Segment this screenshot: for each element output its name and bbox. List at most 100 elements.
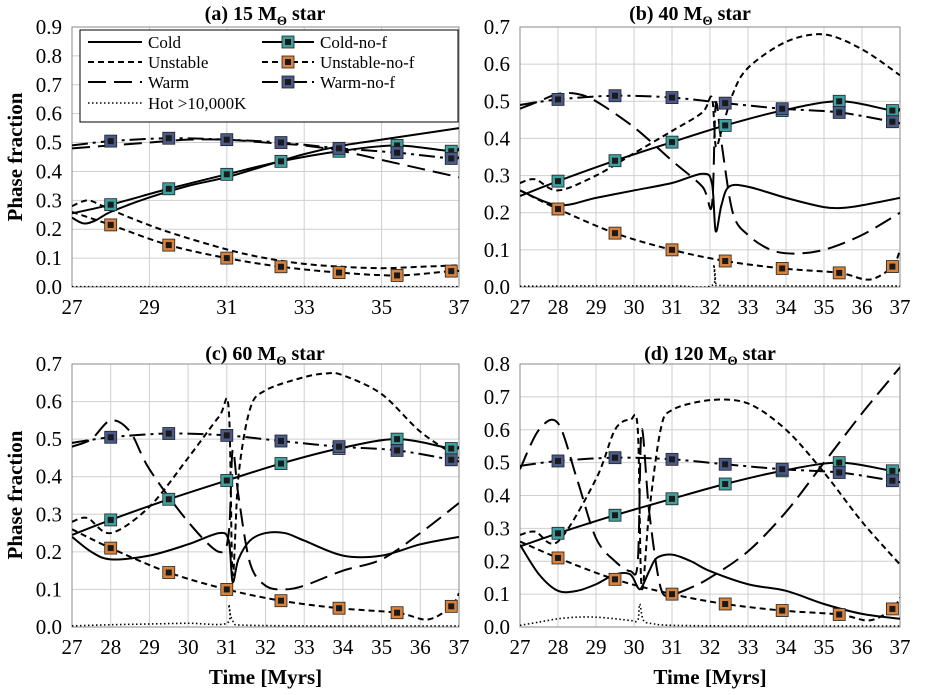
series-hot-10-000k — [520, 603, 900, 627]
series-cold — [72, 531, 459, 584]
series-unstable-no-f — [520, 540, 900, 622]
x-tick-label: 30 — [624, 295, 645, 319]
series-line — [520, 540, 900, 622]
series-line — [520, 91, 900, 255]
y-axis-label: Phase fraction — [3, 430, 27, 559]
x-tick-label: 34 — [776, 635, 798, 659]
data-point-marker-core — [555, 554, 561, 561]
y-tick-label: 0.2 — [484, 549, 510, 573]
legend-label: Hot >10,000K — [148, 94, 247, 113]
x-axis-label: Time [Myrs] — [209, 665, 322, 689]
series-warm-no-f — [520, 451, 900, 488]
data-point-marker-core — [336, 605, 343, 612]
data-point-marker-core — [555, 178, 561, 185]
data-point-marker-core — [555, 457, 561, 464]
data-point-marker-core — [336, 443, 343, 450]
y-tick-label: 0.4 — [484, 126, 511, 150]
data-point-marker-core — [889, 118, 896, 125]
x-tick-label: 31 — [216, 635, 237, 659]
x-tick-label: 37 — [449, 635, 470, 659]
data-point-marker-core — [165, 496, 172, 503]
data-point-marker-core — [394, 447, 401, 454]
y-tick-label: 0.4 — [36, 465, 63, 489]
x-tick-label: 29 — [586, 635, 607, 659]
series-cold-no-f — [520, 94, 900, 197]
data-point-marker-core — [336, 145, 343, 152]
series-line — [72, 371, 459, 577]
data-point-marker-core — [669, 94, 675, 101]
grid — [71, 363, 460, 628]
data-point-marker-core — [669, 246, 675, 253]
data-point-marker-core — [165, 135, 172, 142]
series-line — [72, 531, 459, 584]
series-warm — [72, 138, 459, 179]
data-point-marker-core — [612, 92, 618, 99]
y-tick-label: 0.0 — [36, 275, 62, 299]
data-point-marker-core — [555, 96, 561, 103]
data-point-marker-core — [107, 138, 114, 145]
y-tick-label: 0.2 — [484, 201, 510, 225]
x-tick-label: 36 — [852, 295, 873, 319]
series-unstable-no-f — [72, 210, 459, 282]
x-tick-label: 32 — [700, 295, 721, 319]
series-cold — [520, 544, 900, 620]
y-tick-label: 0.3 — [484, 164, 510, 188]
legend-label: Warm-no-f — [320, 73, 395, 92]
series-cold — [520, 172, 900, 233]
series-warm — [520, 366, 900, 597]
series-warm-no-f — [520, 89, 900, 129]
data-point-marker-core — [448, 445, 455, 452]
series-line — [72, 528, 459, 621]
series-cold-no-f — [72, 432, 459, 536]
y-tick-label: 0.3 — [36, 502, 62, 526]
data-point-marker-core — [836, 109, 843, 116]
x-tick-label: 32 — [700, 635, 721, 659]
data-point-marker-core — [448, 148, 455, 155]
data-point-marker-core — [669, 456, 675, 463]
data-point-marker-core — [889, 605, 896, 612]
data-point-marker-core — [612, 157, 618, 164]
data-point-marker-core — [836, 611, 843, 618]
data-point-marker-core — [669, 495, 675, 502]
data-point-marker-core — [277, 139, 284, 146]
panel-c: 0.0 0.1 0.2 0.3 0.4 0.5 0.6 0.7 27 28 29 30 31 32 33 34… — [3, 343, 470, 689]
data-point-marker-core — [394, 272, 401, 279]
y-tick-label: 0.4 — [484, 484, 511, 508]
x-tick-label: 33 — [738, 635, 759, 659]
series-hot-10-000k — [72, 603, 459, 627]
plot-frame — [519, 363, 901, 628]
x-axis-label: Time [Myrs] — [653, 665, 766, 689]
panel-title: (b) 40 MΘ star — [629, 3, 751, 28]
panel-b: 0.0 0.1 0.2 0.3 0.4 0.5 0.6 0.7 27 28 29 30 31 32 33 34… — [484, 3, 911, 319]
x-tick-label: 35 — [814, 635, 835, 659]
data-point-marker-core — [277, 438, 284, 445]
data-point-marker-core — [836, 98, 843, 105]
data-point-marker-core — [448, 456, 455, 463]
series-line — [520, 189, 900, 281]
data-point-marker-core — [722, 100, 729, 107]
legend-entry: Unstable — [88, 53, 208, 72]
legend-entry: Unstable-no-f — [262, 53, 415, 72]
series-unstable — [72, 199, 459, 270]
legend-entry: Hot >10,000K — [88, 94, 247, 113]
x-tick-label: 35 — [371, 295, 392, 319]
x-tick-label: 35 — [814, 295, 835, 319]
x-tick-label: 28 — [548, 635, 569, 659]
x-tick-label: 34 — [332, 635, 354, 659]
x-tick-label: 34 — [776, 295, 798, 319]
data-point-marker-core — [612, 512, 618, 519]
x-tick-label: 37 — [890, 635, 911, 659]
legend-label: Warm — [148, 73, 189, 92]
series-line — [520, 172, 900, 233]
data-point-marker-core — [394, 436, 401, 443]
series-line — [72, 419, 459, 591]
legend-label: Unstable-no-f — [320, 53, 415, 72]
y-tick-label: 0.6 — [36, 102, 62, 126]
panel-title: (c) 60 MΘ star — [205, 343, 325, 368]
data-point-marker-core — [107, 434, 114, 441]
grid — [519, 363, 901, 628]
y-tick-label: 0.1 — [36, 246, 62, 270]
y-tick-label: 0.6 — [484, 52, 510, 76]
series-line — [72, 210, 459, 277]
